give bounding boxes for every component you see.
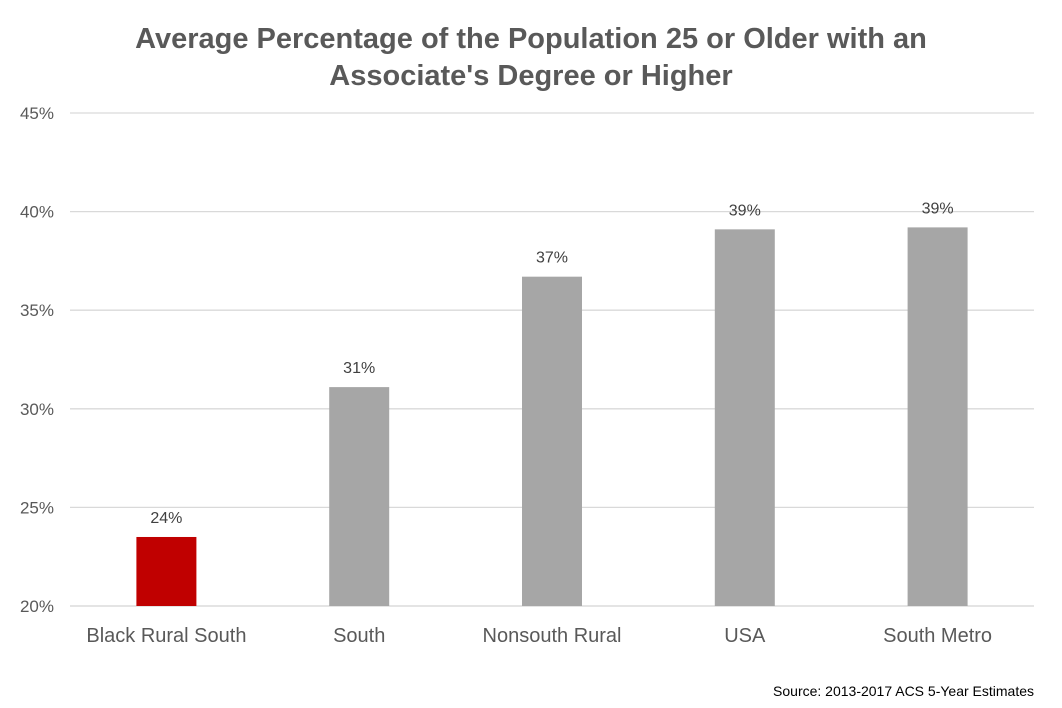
y-tick-label: 45%: [20, 104, 54, 123]
x-category-label: Nonsouth Rural: [483, 625, 622, 647]
x-category-label: Black Rural South: [86, 625, 246, 647]
y-tick-label: 40%: [20, 203, 54, 222]
bar: [714, 229, 775, 606]
data-labels: 24% 31% 37% 39% 39%: [150, 200, 953, 527]
chart-title-line-1: Average Percentage of the Population 25 …: [135, 23, 927, 55]
bar: [136, 536, 197, 606]
source-note: Source: 2013-2017 ACS 5-Year Estimates: [773, 683, 1034, 699]
y-axis-tick-labels: 20% 25% 30% 35% 40% 45%: [20, 104, 54, 616]
y-tick-label: 30%: [20, 400, 54, 419]
y-tick-label: 35%: [20, 301, 54, 320]
x-category-label: USA: [724, 625, 766, 647]
data-label: 31%: [343, 360, 375, 377]
data-label: 39%: [729, 202, 761, 219]
chart-title-line-2: Associate's Degree or Higher: [329, 60, 732, 92]
x-category-label: South Metro: [883, 625, 992, 647]
y-tick-label: 25%: [20, 498, 54, 517]
bar: [907, 227, 968, 606]
chart-title: Average Percentage of the Population 25 …: [135, 23, 927, 92]
x-category-label: South: [333, 625, 385, 647]
data-label: 37%: [536, 250, 568, 267]
x-axis-category-labels: Black Rural South South Nonsouth Rural USA S…: [86, 625, 992, 647]
bar: [522, 276, 582, 606]
data-label: 24%: [150, 510, 182, 527]
bars: [136, 227, 968, 606]
y-tick-label: 20%: [20, 597, 54, 616]
data-label: 39%: [922, 200, 954, 217]
bar: [329, 387, 390, 606]
